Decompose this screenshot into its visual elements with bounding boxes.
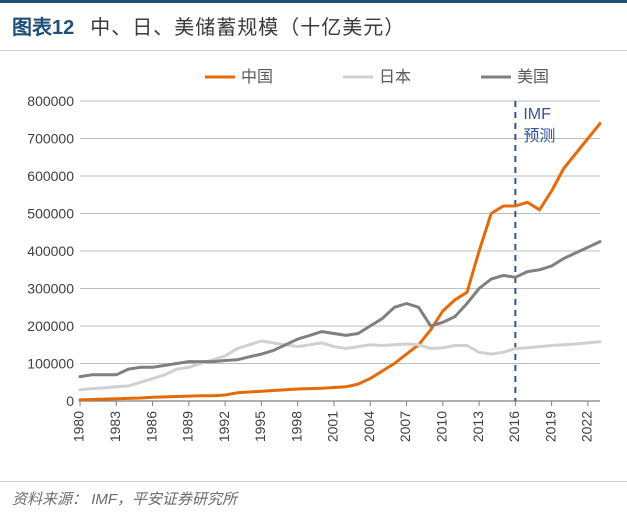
svg-text:1989: 1989 <box>180 411 196 442</box>
chart-figure: 图表12 中、日、美储蓄规模（十亿美元） 0 100000 200000 300000… <box>0 0 627 523</box>
legend-label: 中国 <box>241 68 273 86</box>
svg-text:1992: 1992 <box>216 411 232 442</box>
source-row: 资料来源： IMF，平安证券研究所 <box>0 481 627 509</box>
source-label: 资料来源： <box>12 491 87 508</box>
svg-text:400000: 400000 <box>27 243 74 259</box>
svg-text:2004: 2004 <box>361 411 377 442</box>
source-text: IMF，平安证券研究所 <box>91 491 237 508</box>
svg-text:200000: 200000 <box>27 318 74 334</box>
svg-text:700000: 700000 <box>27 131 74 147</box>
svg-text:1980: 1980 <box>71 411 87 442</box>
svg-text:预测: 预测 <box>523 127 555 145</box>
svg-text:2001: 2001 <box>325 411 341 442</box>
title-row: 图表12 中、日、美储蓄规模（十亿美元） <box>0 3 627 51</box>
figure-title: 中、日、美储蓄规模（十亿美元） <box>90 11 405 40</box>
line-chart: 0 100000 200000 300000 400000 500000 600000 700… <box>0 51 627 481</box>
svg-text:IMF: IMF <box>523 106 551 123</box>
svg-text:2019: 2019 <box>542 411 558 442</box>
legend-label: 美国 <box>517 68 549 86</box>
svg-text:2022: 2022 <box>579 411 595 442</box>
svg-text:2013: 2013 <box>470 411 486 442</box>
svg-text:1983: 1983 <box>107 411 123 442</box>
svg-text:1998: 1998 <box>288 411 304 442</box>
svg-text:800000: 800000 <box>27 93 74 109</box>
svg-text:1995: 1995 <box>252 411 268 442</box>
svg-text:2007: 2007 <box>397 411 413 442</box>
svg-text:2010: 2010 <box>433 411 449 442</box>
svg-text:0: 0 <box>66 393 74 409</box>
legend-label: 日本 <box>379 68 411 86</box>
svg-text:100000: 100000 <box>27 356 74 372</box>
figure-index: 图表12 <box>12 11 74 40</box>
chart-area: 0 100000 200000 300000 400000 500000 600000 700… <box>0 51 627 481</box>
svg-text:300000: 300000 <box>27 281 74 297</box>
svg-text:2016: 2016 <box>506 411 522 442</box>
svg-text:600000: 600000 <box>27 168 74 184</box>
svg-text:1986: 1986 <box>143 411 159 442</box>
svg-text:500000: 500000 <box>27 206 74 222</box>
